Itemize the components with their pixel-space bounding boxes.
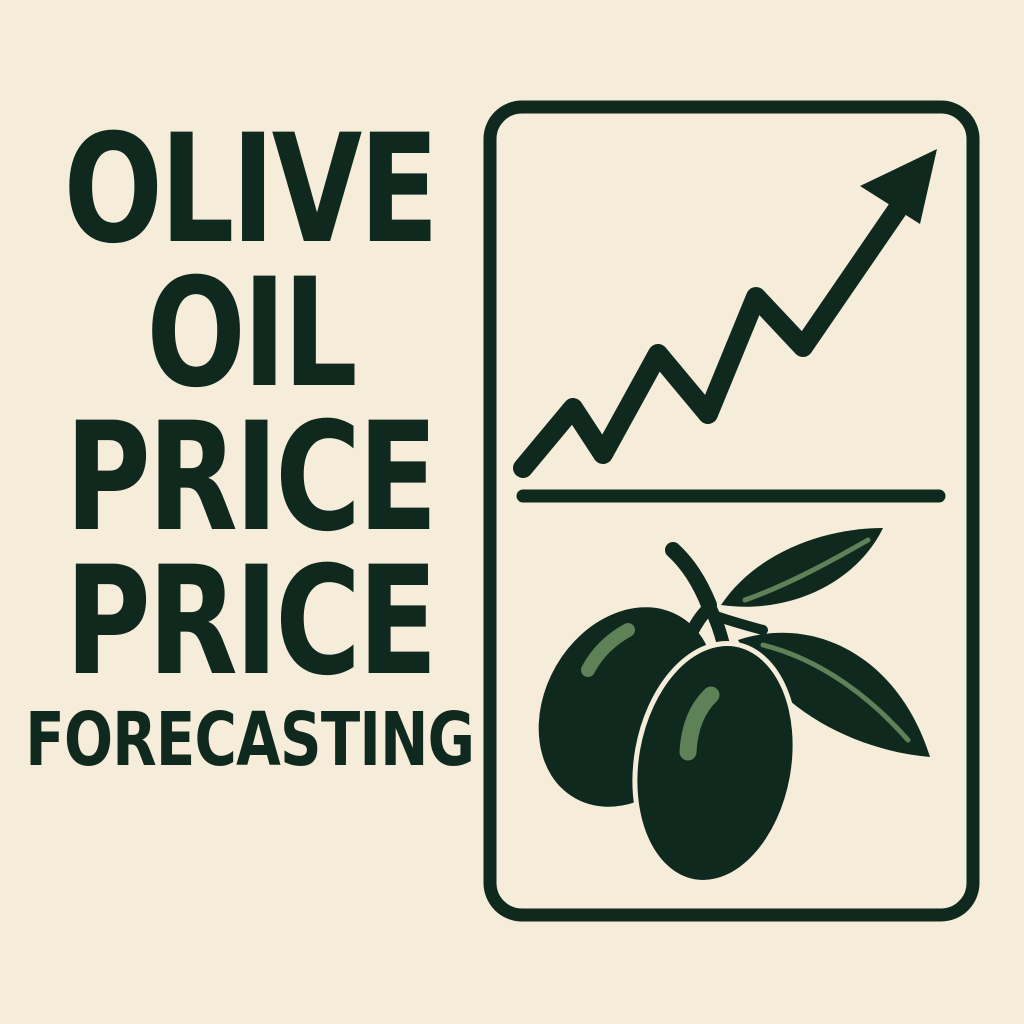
title-line-2: OIL <box>145 247 357 421</box>
title-line-1: OLIVE <box>63 103 440 277</box>
title-line-4: PRICE <box>65 535 438 709</box>
icon-panel <box>483 100 980 922</box>
subtitle: FORECASTING <box>25 697 476 783</box>
title-line-3: PRICE <box>65 391 438 565</box>
title-block: OLIVE OIL PRICE PRICE FORECASTING <box>26 103 476 780</box>
trend-up-arrow-icon <box>513 149 937 478</box>
panel-frame <box>483 100 980 922</box>
olive-branch-icon <box>538 528 930 885</box>
icon-panel-graphic <box>483 100 980 922</box>
